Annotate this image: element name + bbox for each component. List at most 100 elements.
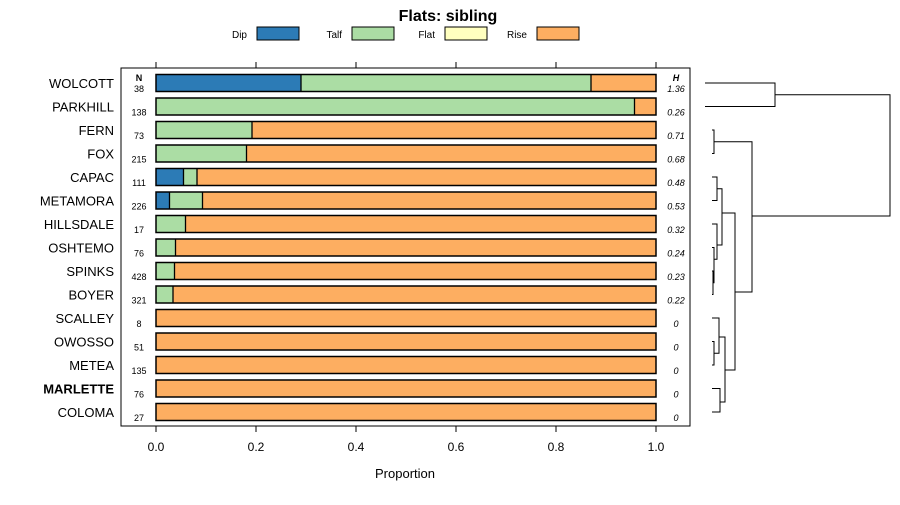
row-n-value: 428 (131, 272, 146, 282)
bar-outline (155, 261, 657, 281)
x-axis: 0.0 0.2 0.4 0.6 0.8 1.0 (148, 62, 665, 454)
bar-segment-rise (591, 74, 656, 92)
x-tick-label: 0.4 (348, 440, 365, 454)
row-h-value: 0.22 (667, 296, 685, 306)
row-n-value: 76 (134, 249, 144, 259)
legend-label-rise: Rise (507, 30, 527, 41)
row-h-value: 1.36 (667, 84, 685, 94)
bar-segment-rise (156, 309, 656, 327)
bar-outline (155, 332, 657, 351)
row-label: BOYER (68, 288, 114, 303)
row-h-value: 0 (673, 343, 678, 353)
bar-segment-talf (156, 215, 186, 233)
bar-outline (155, 285, 657, 304)
row-label: MARLETTE (43, 382, 114, 397)
x-axis-label: Proportion (375, 466, 435, 481)
x-tick-label: 0.6 (448, 440, 465, 454)
row-h-value: 0 (673, 319, 678, 329)
x-tick-label: 0.8 (548, 440, 565, 454)
row-label: CAPAC (70, 170, 114, 185)
row-h-value: 0.24 (667, 249, 685, 259)
bar-segment-talf (156, 98, 635, 115)
bar-outline (155, 308, 657, 328)
bar-segment-rise (246, 145, 656, 162)
legend-label-dip: Dip (232, 30, 247, 41)
legend-swatch-flat (444, 26, 488, 41)
dendrogram-branch (714, 141, 753, 293)
dendrogram-branch (712, 176, 718, 201)
row-label: PARKHILL (52, 100, 114, 115)
bar-outline (155, 214, 657, 234)
bar-outline (155, 402, 657, 422)
bar-segment-talf (183, 168, 197, 186)
row-label: OSHTEMO (48, 241, 114, 256)
row-label: FOX (87, 147, 114, 162)
dendrogram-branch (712, 317, 720, 354)
dendrogram-branch (717, 188, 723, 246)
row-n-value: 135 (131, 366, 146, 376)
legend-swatch-dip (256, 26, 300, 41)
bar-segment-rise (202, 192, 656, 209)
row-n-value: 138 (131, 108, 146, 118)
bar-segment-rise (174, 262, 656, 280)
row-n-value: 8 (136, 319, 141, 329)
plot-frame (120, 67, 691, 427)
bar-segment-rise (197, 168, 656, 186)
bar-rows: WOLCOTT 38 1.36 PARKHILL 138 0.26 FERN 73 0.71 FO… (40, 73, 685, 423)
x-tick-label: 0.0 (148, 440, 165, 454)
row-n-value: 111 (132, 178, 146, 188)
n-column-header: N (136, 73, 143, 83)
dendrogram-branch (705, 82, 776, 107)
row-label: COLOMA (58, 405, 115, 420)
row-label: METEA (69, 358, 114, 373)
row-n-value: 51 (134, 343, 144, 353)
row-h-value: 0.32 (667, 225, 685, 235)
row-label: HILLSDALE (44, 217, 114, 232)
bar-segment-rise (175, 239, 656, 256)
row-label: FERN (79, 123, 114, 138)
row-label: METAMORA (40, 194, 114, 209)
bar-outline (155, 73, 657, 93)
bar-outline (155, 379, 657, 398)
bar-segment-talf (156, 286, 173, 303)
row-n-value: 321 (131, 296, 146, 306)
bar-segment-rise (156, 333, 656, 350)
row-label: OWOSSO (54, 335, 114, 350)
row-n-value: 76 (134, 390, 144, 400)
row-h-value: 0 (673, 413, 678, 423)
row-h-value: 0.26 (667, 108, 685, 118)
x-tick-label: 1.0 (648, 440, 665, 454)
legend-label-flat: Flat (418, 30, 435, 41)
bar-segment-talf (156, 262, 175, 280)
row-h-value: 0 (673, 366, 678, 376)
legend-swatch-rise (536, 26, 580, 41)
h-column-header: H (673, 73, 680, 83)
dendrogram-branch (712, 129, 715, 154)
dendrogram-branch (712, 247, 715, 284)
bar-outline (155, 167, 657, 187)
bar-segment-rise (156, 403, 656, 421)
bar-segment-dip (156, 168, 184, 186)
dendrogram-branch (722, 212, 736, 371)
bar-outline (155, 144, 657, 163)
bar-outline (155, 238, 657, 257)
dendrogram (705, 82, 891, 413)
bar-segment-rise (156, 380, 656, 397)
row-label: WOLCOTT (49, 76, 114, 91)
row-label: SPINKS (66, 264, 114, 279)
legend-swatch-talf (351, 26, 395, 41)
legend: Dip Talf Flat Rise (232, 26, 580, 41)
bar-segment-talf (169, 192, 203, 209)
row-n-value: 215 (131, 155, 146, 165)
dendrogram-branch (752, 94, 891, 217)
chart-title: Flats: sibling (399, 8, 498, 25)
bar-segment-rise (156, 356, 656, 374)
bar-segment-dip (156, 74, 301, 92)
bar-segment-talf (156, 145, 247, 162)
row-h-value: 0.71 (667, 131, 685, 141)
row-n-value: 38 (134, 84, 144, 94)
bar-segment-talf (301, 74, 591, 92)
row-n-value: 17 (134, 225, 144, 235)
